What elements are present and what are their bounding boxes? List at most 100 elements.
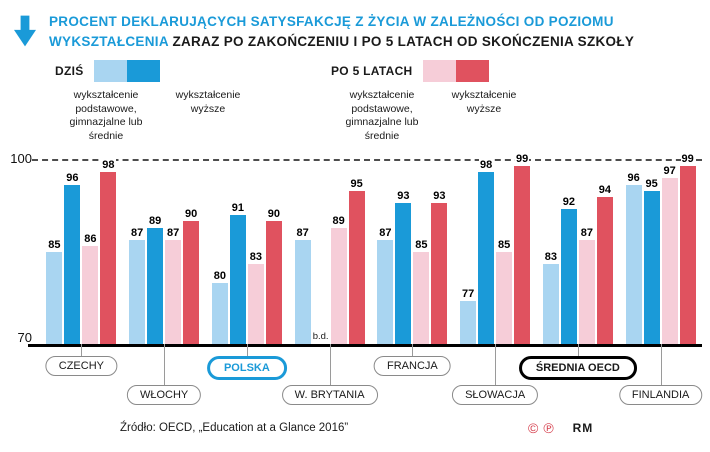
bar-group: 96 95 97 99 xyxy=(619,153,702,344)
bar-value: 92 xyxy=(561,196,576,209)
x-axis-baseline xyxy=(28,344,702,347)
bar-value: 77 xyxy=(461,288,476,301)
country-label-slot: FRANCJA xyxy=(371,344,454,411)
bar xyxy=(625,184,642,344)
country-label: WŁOCHY xyxy=(126,385,202,405)
swatch-today-basic xyxy=(93,60,127,82)
bar-slot: 89 xyxy=(330,214,347,344)
bar xyxy=(330,227,347,344)
legend-section-after5: PO 5 LATACH wykształcenie podstawowe, gi… xyxy=(331,60,535,144)
bar-slot: 87 xyxy=(578,226,595,344)
country-label-slot: CZECHY xyxy=(40,344,123,411)
bar-slot: 98 xyxy=(100,159,117,344)
bar xyxy=(413,252,430,344)
bar xyxy=(247,264,264,344)
country-label-slot: W. BRYTANIA xyxy=(281,344,378,411)
swatch-after5-basic xyxy=(422,60,456,82)
bar-slot: 87 xyxy=(129,226,146,344)
bar-chart: 85 96 86 98 87 89 87 90 80 91 83 90 87 b.d. 89 95 87 93 85… xyxy=(28,153,703,405)
bar-slot: 90 xyxy=(183,208,200,344)
bar-slot: 95 xyxy=(348,177,365,344)
y-axis-tick-100: 100 xyxy=(10,151,32,166)
bar xyxy=(478,172,495,344)
bar-value: 87 xyxy=(579,226,594,239)
bar xyxy=(348,190,365,344)
header: PROCENT DEKLARUJĄCYCH SATYSFAKCJĘ Z ŻYCI… xyxy=(14,12,694,51)
bars-area: 85 96 86 98 87 89 87 90 80 91 83 90 87 b.d. 89 95 87 93 85… xyxy=(40,153,702,344)
bar-slot: 80 xyxy=(211,269,228,344)
bar-value: 95 xyxy=(349,177,364,190)
country-label: FINLANDIA xyxy=(618,385,703,405)
bar-slot: 93 xyxy=(431,189,448,344)
bar-slot: 85 xyxy=(413,239,430,344)
bar-slot: 83 xyxy=(542,251,559,344)
y-axis-tick-70: 70 xyxy=(17,330,32,345)
bar-slot: 87 xyxy=(294,226,311,344)
copyright-icons: ©℗ xyxy=(528,420,559,436)
bar-slot: 96 xyxy=(64,171,81,344)
bar-value: 87 xyxy=(378,226,393,239)
country-label-slot: ŚREDNIA OECD xyxy=(518,344,637,411)
down-arrow-icon xyxy=(14,12,36,51)
legend-text-today-higher: wykształcenie wyższe xyxy=(175,89,241,115)
credits: ©℗ RM xyxy=(528,420,593,436)
bar xyxy=(560,209,577,344)
bar xyxy=(100,172,117,344)
legend-head-after5: PO 5 LATACH xyxy=(331,60,535,82)
bar-slot: 87 xyxy=(165,226,182,344)
legend-text-today-basic: wykształcenie podstawowe, gimnazjalne lu… xyxy=(69,89,143,142)
bar-value: 91 xyxy=(230,202,245,215)
bar-slot: 86 xyxy=(82,232,99,344)
bar xyxy=(82,245,99,344)
bar-value: 85 xyxy=(497,239,512,251)
country-labels-row: CZECHY WŁOCHY POLSKA W. BRYTANIA FRANCJA SŁOW… xyxy=(40,344,703,411)
bar xyxy=(679,166,696,344)
bar-value: 87 xyxy=(295,226,310,239)
bar xyxy=(542,264,559,344)
bar xyxy=(229,215,246,344)
bar xyxy=(596,196,613,344)
bar-value: 85 xyxy=(47,239,62,251)
legend-label-today: DZIŚ xyxy=(55,64,84,78)
bar xyxy=(395,202,412,344)
bar-value: 99 xyxy=(515,153,530,166)
swatch-today-higher xyxy=(126,60,160,82)
gridline-100 xyxy=(32,159,702,161)
bar xyxy=(661,178,678,344)
bar xyxy=(496,252,513,344)
legend-texts-after5: wykształcenie podstawowe, gimnazjalne lu… xyxy=(331,89,535,144)
bar-slot: 92 xyxy=(560,196,577,344)
bar xyxy=(294,239,311,344)
bar-slot: 89 xyxy=(147,214,164,344)
bar-slot: 85 xyxy=(496,239,513,344)
legend-label-after5: PO 5 LATACH xyxy=(331,64,413,78)
bar-slot: 95 xyxy=(643,177,660,344)
bar-value: 93 xyxy=(432,189,447,202)
country-label: W. BRYTANIA xyxy=(281,385,378,405)
connector-line xyxy=(495,344,497,386)
bar-slot: 94 xyxy=(596,183,613,344)
bar-value: 98 xyxy=(479,159,494,172)
bar xyxy=(211,282,228,344)
footer: Źródło: OECD, „Education at a Glance 201… xyxy=(0,420,710,446)
bar-slot: 99 xyxy=(679,153,696,344)
credit-initials: RM xyxy=(572,421,594,435)
swatch-after5-higher xyxy=(455,60,489,82)
bar-value: 98 xyxy=(101,159,116,172)
legend-section-today: DZIŚ wykształcenie podstawowe, gimnazjal… xyxy=(55,60,259,144)
bar-slot: 96 xyxy=(625,171,642,344)
source-text: Źródło: OECD, „Education at a Glance 201… xyxy=(120,422,349,434)
connector-line xyxy=(660,344,662,386)
legend: DZIŚ wykształcenie podstawowe, gimnazjal… xyxy=(55,60,535,144)
bar xyxy=(183,221,200,344)
bar-group: 83 92 87 94 xyxy=(537,160,620,344)
legend-texts-today: wykształcenie podstawowe, gimnazjalne lu… xyxy=(55,89,259,144)
bar xyxy=(147,227,164,344)
bar-value: 90 xyxy=(184,208,199,221)
connector-line xyxy=(412,344,414,357)
bar xyxy=(431,202,448,344)
legend-text-after5-basic: wykształcenie podstawowe, gimnazjalne lu… xyxy=(345,89,419,142)
title-highlight: PROCENT DEKLARUJĄCYCH SATYSFAKCJĘ Z ŻYCI… xyxy=(49,14,614,49)
bar-value: 80 xyxy=(212,269,227,282)
